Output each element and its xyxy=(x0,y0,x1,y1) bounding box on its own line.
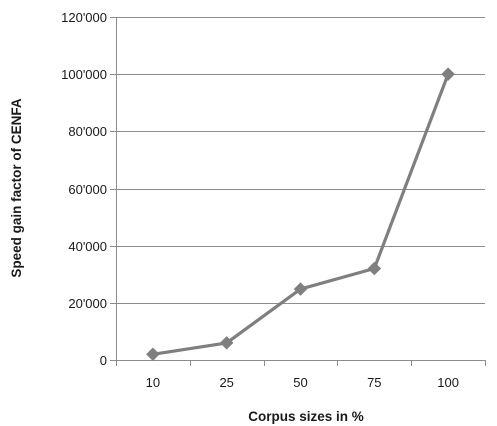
data-point-marker xyxy=(146,347,160,362)
x-tick-label: 100 xyxy=(437,375,459,390)
y-tick-label: 100'000 xyxy=(61,67,107,82)
y-tick-label: 60'000 xyxy=(68,182,107,197)
y-tick-label: 80'000 xyxy=(68,124,107,139)
data-point-marker xyxy=(219,335,234,350)
y-axis-title: Speed gain factor of CENFA xyxy=(9,98,24,278)
data-point-marker xyxy=(293,282,308,296)
y-tick-label: 0 xyxy=(100,353,107,368)
axes xyxy=(110,17,486,366)
x-axis-tick-labels: 10 25 50 75 100 xyxy=(146,375,459,390)
y-tick-label: 120'000 xyxy=(61,10,107,25)
x-tick-label: 10 xyxy=(146,375,160,390)
series-line xyxy=(151,72,450,356)
y-tick-label: 20'000 xyxy=(68,296,107,311)
series-layer xyxy=(146,67,455,362)
x-tick-label: 75 xyxy=(367,375,381,390)
x-axis-title: Corpus sizes in % xyxy=(248,409,364,424)
gridlines xyxy=(116,17,485,304)
data-point-marker xyxy=(367,261,382,276)
x-tick-label: 50 xyxy=(293,375,307,390)
x-tick-label: 25 xyxy=(219,375,233,390)
y-axis-tick-labels: 0 20'000 40'000 60'000 80'000 100'000 120'000 xyxy=(61,10,107,368)
data-point-marker xyxy=(441,67,455,82)
y-tick-label: 40'000 xyxy=(68,239,107,254)
